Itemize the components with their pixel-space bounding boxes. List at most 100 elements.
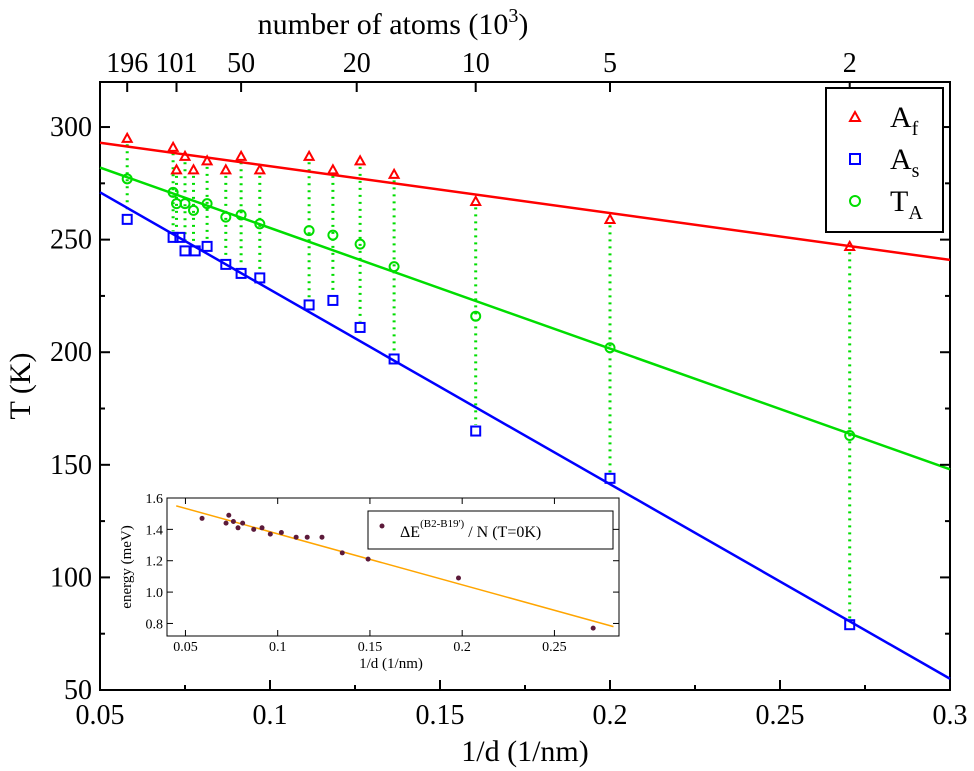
data-point-square (303, 299, 315, 311)
inset-x-tick-label: 0.15 (358, 640, 383, 655)
data-point-circle (604, 342, 616, 354)
inset-fit-line (176, 505, 614, 628)
inset-legend-marker (379, 523, 385, 529)
data-point-triangle (219, 163, 232, 175)
data-point-circle (354, 238, 366, 250)
x-axis-label: 1/d (1/nm) (461, 735, 589, 768)
top-axis-label-sup: 3 (508, 5, 518, 27)
inset-data-point (365, 556, 371, 562)
y-tick-label: 100 (50, 562, 92, 593)
data-point-triangle (170, 163, 183, 175)
data-point-circle (220, 211, 232, 223)
data-point-square (189, 245, 201, 257)
inset-data-point (455, 575, 461, 581)
data-point-triangle (387, 167, 401, 179)
main-connectors (125, 144, 852, 619)
inset-data-point (226, 512, 232, 518)
x-tick-label: 0.3 (933, 700, 968, 731)
inset-data-point (319, 534, 325, 540)
inset-y-tick-label: 1.4 (146, 523, 164, 538)
legend-label-sub: f (912, 118, 919, 140)
inset-chart: 0.05 0.1 0.15 0.2 0.25 0.8 1.0 1.2 1.4 1.6 1/d (1… (119, 492, 620, 672)
data-point-triangle (326, 163, 340, 175)
data-point-triangle (469, 194, 482, 206)
inset-legend: ΔE(B2-B19') / N (T=0K) (367, 510, 614, 550)
inset-data-point (590, 625, 596, 631)
data-point-circle (188, 204, 199, 216)
inset-x-axis-label: 1/d (1/nm) (359, 656, 423, 672)
inset-legend-box (367, 510, 614, 550)
data-point-square (235, 267, 247, 279)
data-point-circle (470, 310, 482, 322)
inset-data-point (235, 525, 241, 531)
inset-data-point (304, 534, 310, 540)
y-tick-label: 50 (64, 675, 92, 706)
data-point-square (327, 294, 339, 306)
inset-legend-rest: / N (T=0K) (464, 524, 541, 541)
data-point-triangle (234, 149, 248, 161)
inset-legend-main: ΔE (400, 524, 420, 541)
x-tick-label: 0.2 (593, 700, 628, 731)
top-tick-label: 5 (603, 48, 617, 79)
y-axis-label: T (K) (4, 353, 37, 420)
y-tick-label: 300 (50, 112, 92, 143)
y-tick-label: 150 (50, 450, 92, 481)
data-point-square (844, 619, 856, 631)
inset-data-point (240, 520, 246, 526)
inset-y-tick-label: 1.0 (146, 586, 164, 601)
data-point-square (254, 272, 266, 284)
data-point-triangle (200, 154, 214, 166)
top-tick-label: 196 (106, 48, 148, 79)
data-point-square (167, 231, 179, 243)
fit-line (99, 166, 951, 471)
data-point-circle (844, 430, 856, 442)
x-tick-label: 0.25 (756, 700, 805, 731)
inset-y-tick-label: 1.6 (146, 492, 164, 507)
data-point-square (174, 231, 186, 243)
inset-legend-sup: (B2-B19') (420, 518, 464, 530)
inset-axes: 0.05 0.1 0.15 0.2 0.25 0.8 1.0 1.2 1.4 1.6 (146, 492, 619, 655)
top-tick-label: 10 (462, 48, 490, 79)
main-data-marks (121, 131, 856, 631)
data-point-triangle (353, 154, 367, 166)
inset-x-tick-label: 0.2 (453, 640, 471, 655)
top-tick-label: 2 (843, 48, 857, 79)
data-point-triangle (178, 149, 192, 161)
main-fit-lines (99, 141, 951, 680)
legend-label: TA (890, 185, 923, 224)
legend-label: As (890, 143, 920, 182)
data-point-circle (254, 218, 266, 230)
y-tick-label: 250 (50, 225, 92, 256)
x-tick-label: 0.05 (76, 700, 125, 731)
inset-data-point (259, 525, 265, 531)
inset-data-point (199, 515, 205, 521)
inset-legend-text: ΔE(B2-B19') / N (T=0K) (400, 518, 541, 541)
top-tick-label: 50 (227, 48, 255, 79)
legend-label-sub: A (908, 202, 923, 224)
top-axis-label-main: number of atoms (10 (258, 8, 509, 41)
data-point-triangle (187, 163, 200, 175)
legend-label-main: A (890, 101, 912, 134)
top-axis-label-close: ) (518, 8, 528, 41)
data-point-triangle (121, 131, 134, 143)
inset-fit-line (176, 505, 614, 628)
main-legend-box (825, 87, 944, 233)
inset-x-tick-label: 0.05 (173, 640, 198, 655)
y-tick-label: 200 (50, 337, 92, 368)
data-point-circle (121, 173, 133, 185)
data-point-triangle (253, 163, 266, 175)
data-point-square (470, 425, 482, 437)
inset-y-axis-label: energy (meV) (119, 525, 135, 608)
data-point-square (201, 240, 213, 252)
x-tick-label: 0.15 (416, 700, 465, 731)
fit-line (99, 141, 951, 262)
data-point-square (121, 213, 133, 225)
inset-data-point (267, 531, 273, 537)
data-point-triangle (843, 239, 856, 251)
legend-label: Af (890, 101, 919, 140)
inset-data-point (278, 530, 284, 535)
inset-y-tick-label: 0.8 (146, 617, 164, 632)
